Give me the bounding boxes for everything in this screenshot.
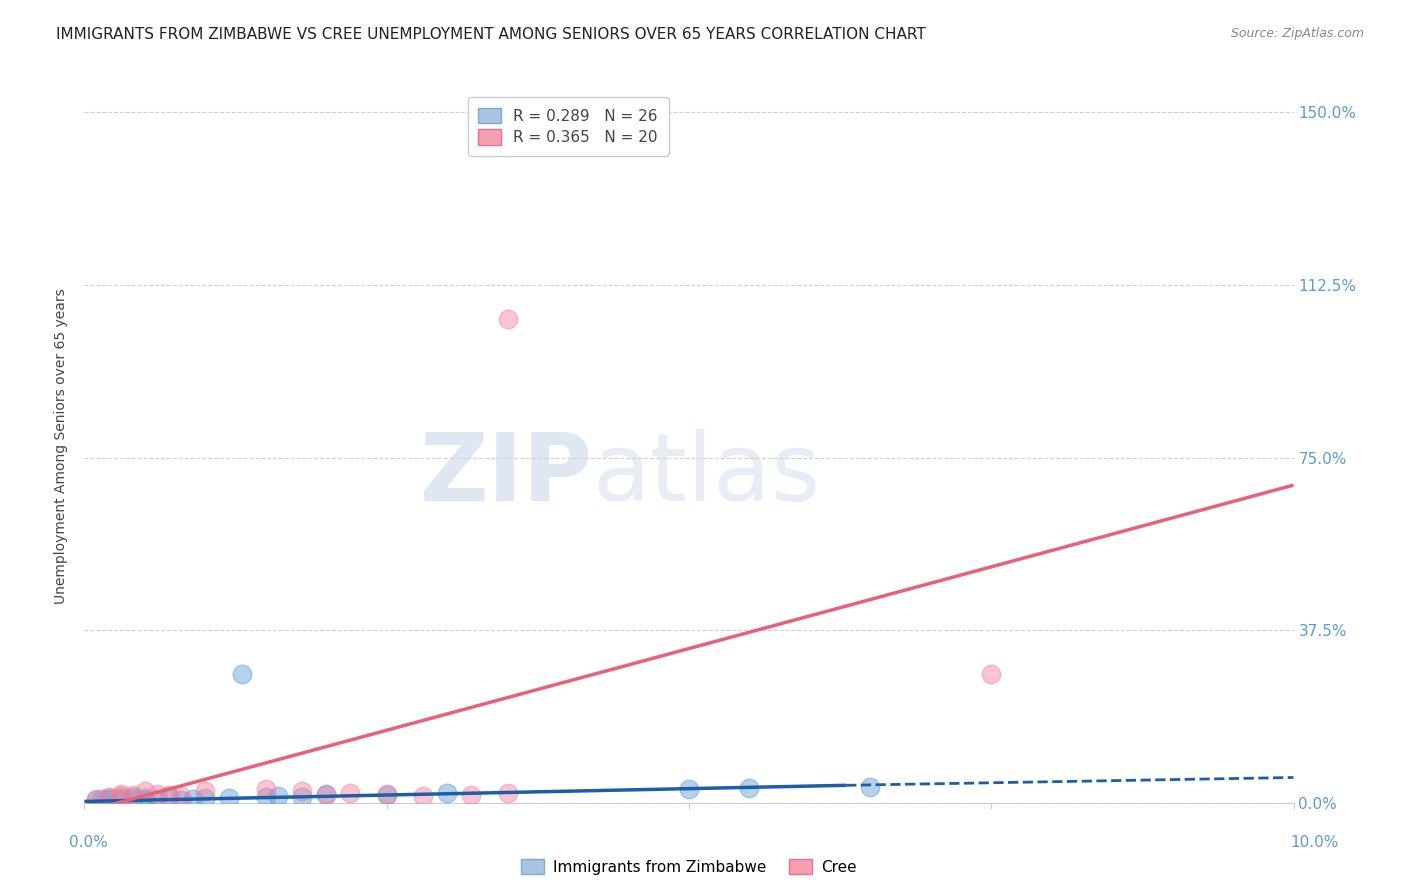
Point bbox=[121, 788, 143, 802]
Point bbox=[110, 791, 132, 805]
Point bbox=[194, 791, 217, 805]
Point bbox=[134, 784, 156, 798]
Point bbox=[110, 787, 132, 801]
Point bbox=[339, 786, 361, 800]
Point bbox=[254, 790, 277, 805]
Point bbox=[146, 787, 169, 801]
Y-axis label: Unemployment Among Seniors over 65 years: Unemployment Among Seniors over 65 years bbox=[55, 288, 69, 604]
Point bbox=[291, 784, 314, 798]
Point bbox=[91, 792, 114, 806]
Point bbox=[110, 793, 132, 807]
Point bbox=[194, 784, 217, 798]
Point bbox=[375, 787, 398, 801]
Legend: Immigrants from Zimbabwe, Cree: Immigrants from Zimbabwe, Cree bbox=[515, 853, 863, 880]
Point bbox=[86, 793, 108, 807]
Point bbox=[738, 780, 761, 795]
Text: Source: ZipAtlas.com: Source: ZipAtlas.com bbox=[1230, 27, 1364, 40]
Point bbox=[121, 792, 143, 806]
Point bbox=[678, 782, 700, 797]
Text: 0.0%: 0.0% bbox=[69, 836, 108, 850]
Point bbox=[254, 782, 277, 797]
Point bbox=[86, 792, 108, 806]
Point bbox=[134, 791, 156, 805]
Point bbox=[412, 789, 434, 803]
Point bbox=[97, 793, 120, 807]
Point bbox=[170, 793, 193, 807]
Point bbox=[980, 666, 1002, 681]
Text: atlas: atlas bbox=[592, 428, 821, 521]
Text: IMMIGRANTS FROM ZIMBABWE VS CREE UNEMPLOYMENT AMONG SENIORS OVER 65 YEARS CORREL: IMMIGRANTS FROM ZIMBABWE VS CREE UNEMPLO… bbox=[56, 27, 927, 42]
Point bbox=[231, 666, 253, 681]
Point bbox=[496, 786, 519, 800]
Text: ZIP: ZIP bbox=[419, 428, 592, 521]
Point bbox=[496, 312, 519, 326]
Point bbox=[267, 789, 290, 803]
Point bbox=[218, 791, 240, 805]
Point bbox=[97, 790, 120, 805]
Point bbox=[291, 790, 314, 805]
Point bbox=[157, 788, 180, 802]
Point bbox=[436, 786, 458, 800]
Point bbox=[110, 789, 132, 803]
Point bbox=[315, 787, 337, 801]
Text: 10.0%: 10.0% bbox=[1291, 836, 1339, 850]
Point bbox=[121, 790, 143, 805]
Point bbox=[157, 790, 180, 805]
Point bbox=[460, 788, 482, 802]
Point bbox=[859, 780, 882, 794]
Point bbox=[97, 791, 120, 805]
Point bbox=[170, 789, 193, 803]
Point bbox=[134, 793, 156, 807]
Point bbox=[375, 788, 398, 802]
Point bbox=[181, 792, 204, 806]
Point bbox=[315, 788, 337, 802]
Point bbox=[146, 792, 169, 806]
